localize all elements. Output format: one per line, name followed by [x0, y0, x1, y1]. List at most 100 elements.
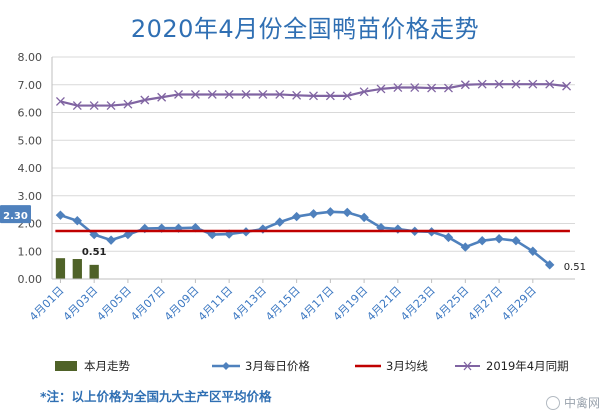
- x-tick-label: 4月09日: [162, 284, 202, 324]
- x-tick-label: 4月25日: [432, 284, 472, 324]
- point-stroke: [207, 90, 217, 99]
- point: [123, 99, 133, 109]
- point-stroke: [140, 95, 150, 105]
- point-stroke: [309, 91, 318, 101]
- point: [309, 91, 318, 101]
- end-value-label: 0.51: [564, 262, 586, 273]
- point-stroke: [562, 81, 572, 91]
- point: [511, 79, 521, 89]
- point: [477, 79, 487, 89]
- point-stroke: [224, 90, 234, 99]
- point-stroke: [292, 90, 302, 100]
- legend: 本月走势 3月每日价格 3月均线 2019年4月同期: [55, 359, 569, 373]
- point-stroke: [55, 96, 65, 106]
- point: [460, 80, 470, 90]
- point-stroke: [174, 90, 183, 99]
- point: [359, 212, 369, 223]
- x-tick-label: 4月21日: [364, 284, 404, 324]
- x-tick-label: 4月01日: [27, 284, 67, 324]
- point: [275, 90, 285, 99]
- point: [291, 211, 302, 222]
- point: [444, 83, 453, 93]
- point: [410, 83, 420, 92]
- point: [494, 79, 504, 89]
- point-stroke: [342, 91, 352, 101]
- point: [275, 217, 285, 227]
- point: [190, 90, 200, 99]
- point: [89, 101, 99, 111]
- legend-label-avg: 3月均线: [386, 359, 428, 373]
- point-stroke: [123, 99, 133, 109]
- x-tick-label: 4月27日: [466, 284, 506, 324]
- point: [342, 207, 352, 218]
- point-stroke: [258, 90, 268, 99]
- bar: [55, 258, 66, 279]
- point: [106, 235, 116, 245]
- point-stroke: [393, 83, 403, 92]
- point: [443, 232, 454, 243]
- x-axis: 4月01日4月03日4月05日4月07日4月09日4月11日4月13日4月15日…: [27, 278, 575, 324]
- x-tick-label: 4月07日: [128, 284, 168, 324]
- line-series: [55, 79, 572, 270]
- point: [511, 235, 521, 246]
- bar: [72, 259, 82, 279]
- legend-label-2019: 2019年4月同期: [486, 359, 569, 373]
- legend-label-march: 3月每日价格: [245, 359, 310, 373]
- y-axis: 0.001.002.003.004.005.006.007.008.00: [18, 51, 53, 286]
- point: [342, 91, 352, 101]
- point: [224, 90, 234, 99]
- point-stroke: [477, 79, 487, 89]
- point-stroke: [545, 79, 555, 89]
- point: [427, 83, 437, 93]
- point-stroke: [157, 92, 167, 102]
- point: [89, 229, 99, 240]
- point: [174, 90, 183, 99]
- legend-marker-x: [463, 361, 472, 371]
- y-tick-label: 7.00: [18, 79, 43, 92]
- y-tick-label: 0.00: [18, 273, 43, 286]
- point: [308, 209, 319, 219]
- legend-swatch-bars: [55, 361, 77, 371]
- point-stroke: [72, 101, 82, 111]
- point: [359, 87, 369, 97]
- point-stroke: [190, 90, 200, 99]
- point-stroke: [325, 91, 335, 101]
- point-stroke: [376, 84, 386, 94]
- point: [393, 83, 403, 92]
- point: [292, 90, 302, 100]
- x-tick-label: 4月29日: [499, 284, 539, 324]
- x-tick-label: 4月15日: [263, 284, 303, 324]
- series-line: [60, 83, 567, 107]
- point: [72, 101, 82, 111]
- grid-lines: [52, 56, 575, 280]
- data-labels: 2.30 0.51 0.51: [0, 205, 586, 273]
- point-stroke: [511, 79, 521, 89]
- point: [123, 229, 133, 240]
- x-tick-label: 4月19日: [331, 284, 371, 324]
- point-stroke: [359, 87, 369, 97]
- point-stroke: [275, 90, 285, 99]
- bar: [89, 264, 99, 279]
- point: [325, 207, 336, 217]
- point-stroke: [410, 83, 420, 92]
- watermark-text: 中禽网: [563, 396, 600, 410]
- point: [106, 101, 116, 111]
- point-stroke: [241, 90, 251, 99]
- y-tick-label: 8.00: [18, 51, 43, 64]
- point: [140, 95, 150, 105]
- point: [544, 260, 555, 270]
- point: [157, 92, 167, 102]
- legend-label-bars: 本月走势: [84, 359, 130, 373]
- wechat-icon: [545, 395, 560, 410]
- chart-title: 2020年4月份全国鸭苗价格走势: [130, 15, 480, 43]
- point-stroke: [528, 79, 538, 89]
- footnote: *注：以上价格为全国九大主产区平均价格: [40, 389, 272, 404]
- point: [258, 90, 268, 99]
- series-line: [60, 210, 551, 266]
- point: [477, 235, 487, 246]
- point: [207, 90, 217, 99]
- x-tick-label: 4月05日: [94, 284, 134, 324]
- y-tick-label: 4.00: [18, 162, 43, 175]
- point: [325, 91, 335, 101]
